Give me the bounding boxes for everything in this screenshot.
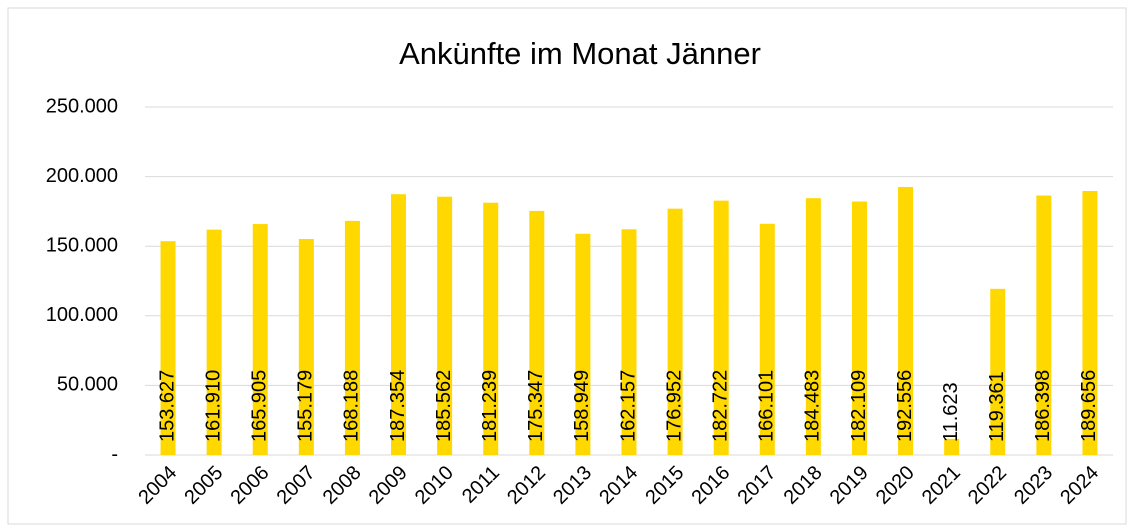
value-label: 192.556	[894, 370, 916, 442]
bar	[667, 208, 683, 455]
value-label: 165.905	[249, 370, 271, 442]
y-tick-label: 200.000	[46, 165, 118, 187]
value-label: 182.722	[709, 370, 731, 442]
bar	[298, 238, 314, 455]
value-label: 175.347	[525, 370, 547, 442]
value-label: 158.949	[571, 370, 593, 442]
value-label: 168.188	[341, 370, 363, 442]
value-label: 189.656	[1078, 370, 1100, 442]
value-label: 155.179	[295, 370, 317, 442]
bar	[160, 241, 176, 455]
bar	[759, 223, 775, 455]
bar	[252, 224, 268, 455]
value-label: 182.109	[848, 370, 870, 442]
value-label: 176.952	[663, 370, 685, 442]
value-label: 119.361	[986, 371, 1008, 442]
y-tick-label: 250.000	[46, 95, 118, 117]
bar	[437, 196, 453, 455]
y-tick-label: 100.000	[46, 304, 118, 326]
value-label: 166.101	[756, 370, 778, 442]
value-label: 153.627	[156, 370, 178, 442]
value-label: 186.398	[1032, 370, 1054, 442]
bar	[344, 220, 360, 455]
bar	[990, 288, 1006, 455]
bar	[805, 198, 821, 456]
bar	[483, 202, 499, 455]
bar	[713, 200, 729, 455]
bar	[529, 210, 545, 455]
bar	[621, 229, 637, 455]
chart-frame	[7, 7, 1127, 525]
y-tick-label: 150.000	[46, 234, 118, 256]
chart-title: Ankünfte im Monat Jänner	[399, 36, 761, 71]
value-label: 185.562	[433, 370, 455, 442]
bar	[575, 233, 591, 455]
value-label: 187.354	[387, 370, 409, 442]
value-label: 181.239	[479, 370, 501, 442]
y-tick-label: 50.000	[57, 374, 118, 396]
value-label: 11.623	[940, 382, 962, 442]
value-label: 162.157	[617, 370, 639, 442]
bar	[391, 194, 407, 455]
value-label: 184.483	[802, 370, 824, 442]
bar	[1036, 195, 1052, 455]
bar	[1082, 190, 1098, 456]
bar	[944, 438, 960, 455]
bar	[851, 201, 867, 455]
y-tick-label: -	[111, 443, 118, 465]
bar	[206, 229, 222, 455]
value-label: 161.910	[202, 370, 224, 442]
bar	[898, 186, 914, 456]
